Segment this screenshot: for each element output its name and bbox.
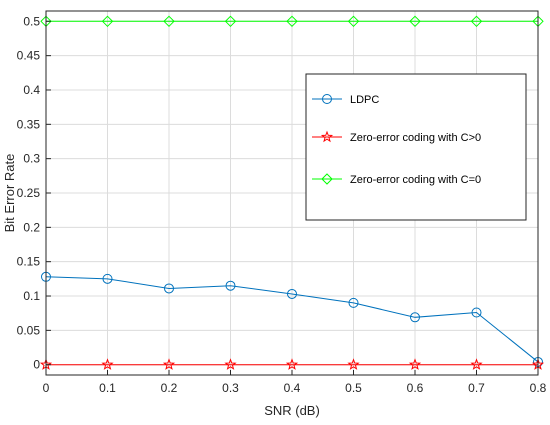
x-tick-label: 0.8 [530, 381, 547, 395]
legend-label: Zero-error coding with C>0 [350, 132, 481, 144]
x-axis-label: SNR (dB) [264, 403, 320, 418]
x-tick-label: 0.1 [99, 381, 116, 395]
data-point [348, 297, 359, 308]
data-point [101, 358, 114, 370]
x-tick-label: 0.4 [284, 381, 301, 395]
legend: LDPC Zero-error coding with C>0 Zero-error… [305, 73, 527, 221]
data-point [347, 15, 360, 28]
data-point [162, 358, 176, 370]
x-tick-label: 0.7 [468, 381, 485, 395]
legend-marker [321, 173, 333, 185]
data-point [470, 15, 483, 28]
x-tick-label: 0 [43, 381, 50, 395]
x-tick-label: 0.6 [407, 381, 424, 395]
x-tick-label: 0.3 [222, 381, 239, 395]
x-tick-label: 0.2 [161, 381, 178, 395]
y-tick-label: 0.4 [23, 83, 40, 97]
x-tick-label: 0.5 [345, 381, 362, 395]
tick-labels: 0 0.1 0.2 0.3 0.4 0.5 0.6 0.7 0.8 0 0.05 0.1 0.15 0.2… [17, 14, 547, 395]
data-point [224, 358, 237, 370]
legend-box [305, 73, 527, 221]
legend-entry: Zero-error coding with C>0 [312, 130, 481, 144]
y-tick-label: 0.2 [23, 220, 40, 234]
y-tick-label: 0.05 [17, 323, 41, 337]
data-point [410, 312, 420, 323]
data-point [409, 15, 421, 28]
series-2 [39, 358, 545, 370]
data-point [101, 15, 114, 28]
y-tick-label: 0.15 [17, 255, 41, 269]
y-tick-label: 0.1 [23, 289, 40, 303]
data-point [285, 358, 299, 370]
data-point [286, 15, 298, 28]
series-line [45, 276, 539, 363]
legend-entry: LDPC [312, 94, 379, 106]
legend-entry: Zero-error coding with C=0 [312, 173, 481, 186]
legend-label: Zero-error coding with C=0 [350, 174, 481, 186]
y-tick-label: 0 [33, 358, 40, 372]
data-point [470, 358, 483, 370]
data-point [347, 358, 360, 370]
legend-marker [322, 94, 332, 104]
data-point [408, 358, 422, 370]
y-tick-label: 0.5 [23, 14, 40, 28]
y-tick-label: 0.45 [17, 49, 41, 63]
data-point [225, 280, 236, 291]
data-point [164, 283, 174, 294]
legend-label: LDPC [350, 94, 379, 106]
y-tick-label: 0.35 [17, 117, 41, 131]
data-point [163, 15, 175, 28]
y-tick-label: 0.25 [17, 186, 41, 200]
data-point [471, 307, 482, 318]
data-point [224, 15, 237, 28]
data-point [287, 288, 297, 299]
legend-marker [320, 130, 334, 143]
data-point [102, 273, 113, 284]
y-tick-label: 0.3 [23, 152, 40, 166]
y-axis-label: Bit Error Rate [2, 154, 17, 233]
